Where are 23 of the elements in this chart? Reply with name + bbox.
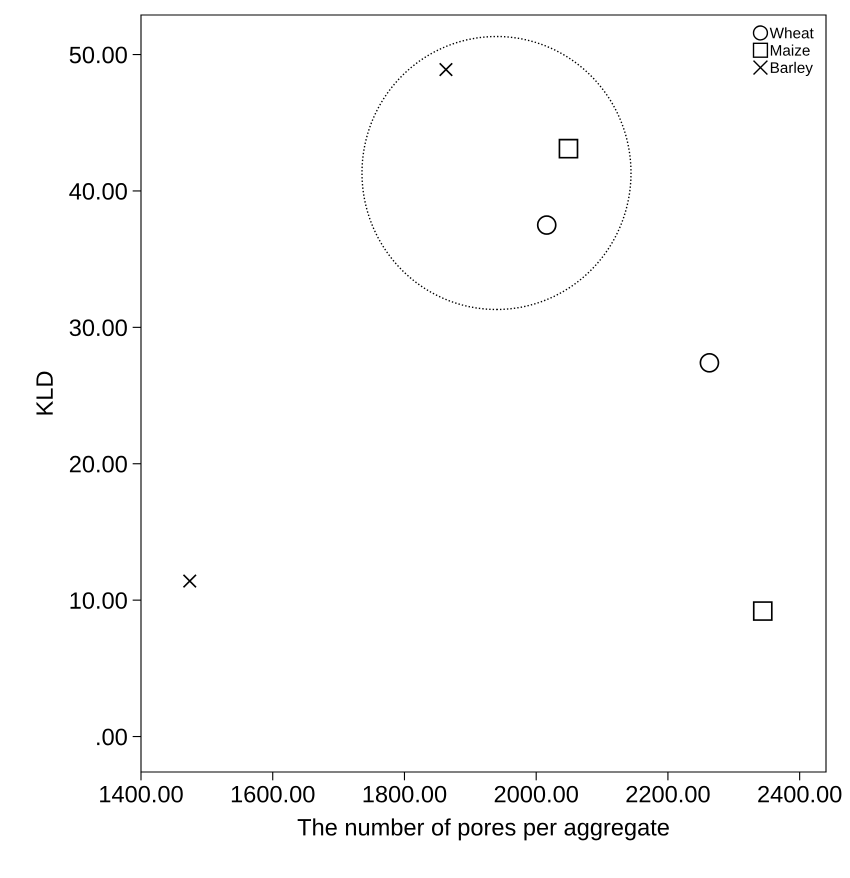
y-tick-label: .00 [97, 728, 127, 746]
legend-label: Barley [770, 62, 813, 76]
y-tick-label: 40.00 [69, 183, 127, 200]
x-tick-label: 1400.00 [100, 786, 183, 803]
point [182, 574, 197, 588]
y-axis-title: KLD [36, 372, 53, 415]
y-tick-label: 10.00 [70, 592, 127, 609]
x-axis-title: The number of pores per aggregate [298, 818, 669, 840]
y-tick-label: 20.00 [70, 456, 127, 473]
point [558, 138, 578, 159]
x-tick-label: 2400.00 [758, 786, 842, 803]
y-tick-label: 50.00 [70, 46, 127, 64]
legend-label: Wheat [770, 27, 814, 38]
point [752, 601, 773, 621]
x-tick-label: 1600.00 [232, 786, 314, 803]
point [536, 215, 557, 235]
point [438, 62, 454, 77]
legend-label: Maize [770, 44, 810, 56]
x-tick-label: 2200.00 [626, 786, 710, 803]
y-tick-label: 30.00 [70, 319, 127, 336]
point [700, 352, 720, 373]
x-tick-label: 2000.00 [494, 786, 578, 803]
x-tick-label: 1800.00 [364, 786, 446, 803]
